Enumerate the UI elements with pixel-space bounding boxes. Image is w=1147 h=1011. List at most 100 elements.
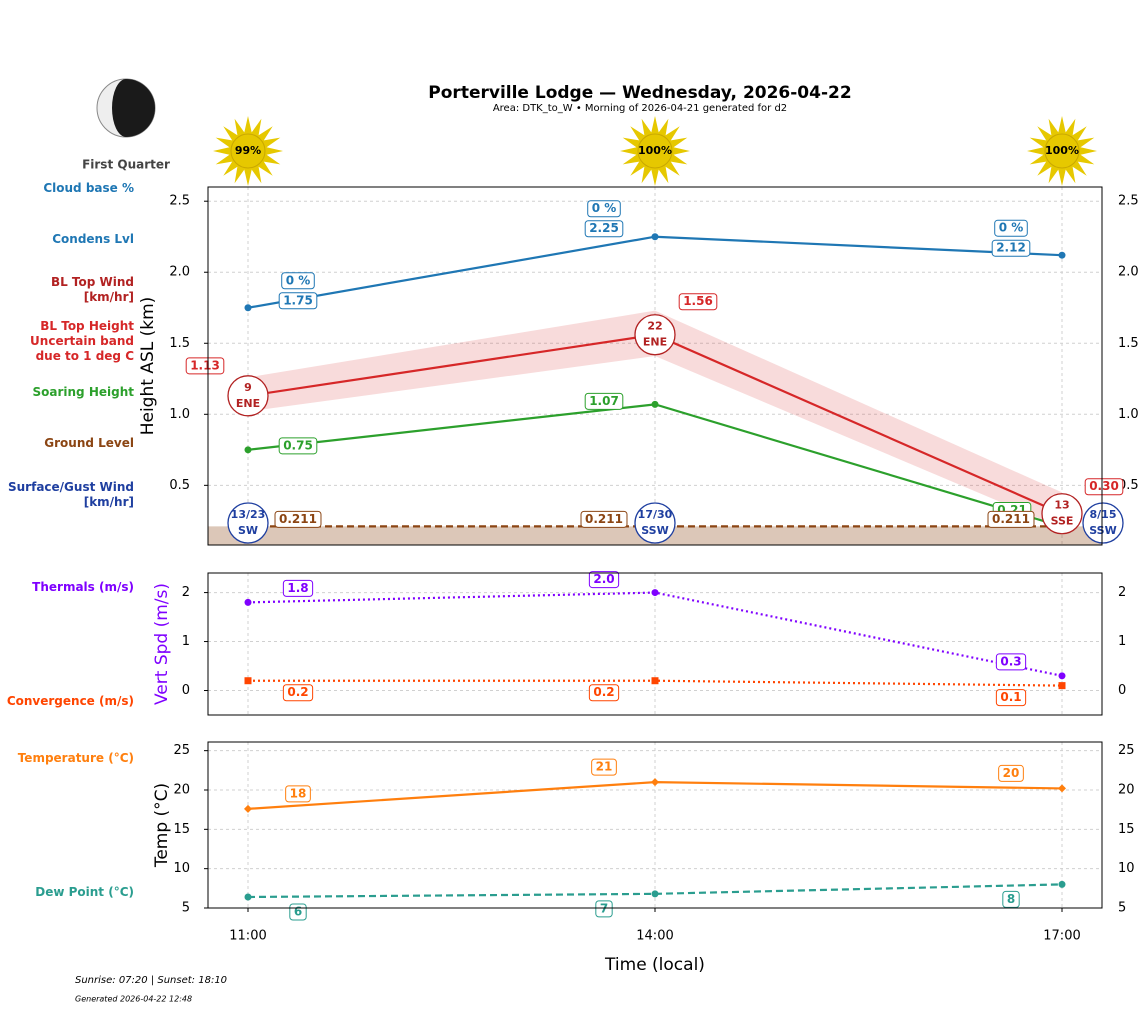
value-label-box bbox=[991, 239, 1031, 257]
wind-direction: ENE bbox=[643, 336, 667, 349]
value-label: 0.30 bbox=[1084, 478, 1124, 496]
value-label-box bbox=[282, 684, 314, 702]
surface-wind-speed: 8/15 bbox=[1090, 508, 1117, 521]
x-tick-label: 17:00 bbox=[1043, 929, 1080, 944]
y-tick-label: 1.5 bbox=[169, 336, 190, 351]
value-label: 20 bbox=[998, 764, 1024, 782]
marker bbox=[244, 677, 252, 685]
surface-wind-speed: 13/23 bbox=[231, 508, 266, 521]
y2-tick-label: 1.0 bbox=[1118, 407, 1139, 422]
value-label: 1.56 bbox=[678, 293, 718, 311]
series-label: BL Top Height bbox=[40, 319, 134, 333]
value-label-box bbox=[588, 571, 620, 589]
y-tick-label: 1.0 bbox=[169, 407, 190, 422]
y2-tick-label: 10 bbox=[1118, 861, 1135, 876]
y-tick-label: 0.5 bbox=[169, 478, 190, 493]
marker bbox=[244, 804, 252, 813]
marker bbox=[244, 893, 252, 901]
value-label-box bbox=[995, 653, 1027, 671]
marker bbox=[651, 400, 659, 408]
value-label: 0.75 bbox=[278, 437, 318, 455]
y2-tick-label: 2 bbox=[1118, 585, 1126, 600]
value-label: 0.2 bbox=[588, 684, 620, 702]
plot-frame bbox=[207, 186, 1103, 546]
value-label: 21 bbox=[596, 760, 613, 774]
marker bbox=[651, 589, 659, 597]
value-label: 21 bbox=[591, 758, 617, 776]
value-label-box bbox=[987, 510, 1035, 528]
series-label: Convergence (m/s) bbox=[6, 694, 134, 708]
wind-direction: ENE bbox=[236, 397, 260, 410]
chart-subtitle: Area: DTK_to_W • Morning of 2026-04-21 g… bbox=[493, 103, 787, 114]
y2-tick-label: 5 bbox=[1118, 901, 1126, 916]
value-label-box bbox=[274, 510, 322, 528]
y2-tick-label: 2.5 bbox=[1118, 194, 1139, 209]
series-label: Condens Lvl bbox=[52, 232, 134, 246]
y2-tick-label: 1.5 bbox=[1118, 336, 1139, 351]
x-axis-label: Time (local) bbox=[604, 955, 705, 975]
wind-speed: 9 bbox=[244, 381, 252, 394]
sun bbox=[1044, 133, 1080, 169]
marker bbox=[1058, 784, 1066, 793]
y-tick-label: 20 bbox=[173, 782, 190, 797]
wind-circle bbox=[227, 375, 269, 417]
surface-wind-direction: SSW bbox=[1089, 524, 1116, 537]
sun bbox=[230, 133, 266, 169]
series-label: Dew Point (°C) bbox=[35, 885, 134, 899]
value-label: 0.211 bbox=[279, 512, 317, 526]
y-tick-label: 2.5 bbox=[169, 194, 190, 209]
y-tick-label: 15 bbox=[173, 822, 190, 837]
sun bbox=[637, 133, 673, 169]
cloud-base-label: 0 % bbox=[281, 272, 315, 290]
sun-label: 99% bbox=[235, 144, 261, 157]
series-label: Thermals (m/s) bbox=[32, 580, 134, 594]
x-tick-label: 11:00 bbox=[229, 929, 266, 944]
value-label: 0.211 bbox=[585, 512, 623, 526]
marker bbox=[651, 890, 659, 898]
surface-wind-circle bbox=[1082, 502, 1124, 544]
value-label-box bbox=[595, 900, 613, 918]
wind-direction: SSE bbox=[1051, 515, 1074, 528]
value-label: 2.0 bbox=[593, 572, 614, 586]
value-label-box bbox=[285, 785, 311, 803]
sun-label: 100% bbox=[638, 144, 672, 157]
cloud-base-label: 0 % bbox=[286, 273, 311, 287]
value-label: 0.211 bbox=[580, 510, 628, 528]
value-label: 1.75 bbox=[283, 293, 313, 307]
cloud-base-label-box bbox=[587, 200, 621, 218]
y2-tick-label: 25 bbox=[1118, 743, 1135, 758]
y2-tick-label: 20 bbox=[1118, 782, 1135, 797]
marker bbox=[244, 304, 252, 312]
value-label-box bbox=[995, 689, 1027, 707]
value-label: 2.25 bbox=[584, 220, 624, 238]
moon-phase: First Quarter bbox=[82, 158, 170, 172]
value-label: 1.56 bbox=[683, 294, 713, 308]
marker bbox=[1058, 251, 1066, 259]
value-label: 0.211 bbox=[992, 512, 1030, 526]
series-label: Cloud base % bbox=[43, 181, 134, 195]
surface-wind-direction: SSW bbox=[641, 524, 668, 537]
value-label: 0.2 bbox=[593, 685, 614, 699]
cloud-base-label-box bbox=[281, 272, 315, 290]
value-label: 2.25 bbox=[589, 221, 619, 235]
value-label: 0.2 bbox=[287, 685, 308, 699]
value-label-box bbox=[278, 292, 318, 310]
wind-circle bbox=[634, 314, 676, 356]
value-label: 0.3 bbox=[1000, 654, 1021, 668]
cloud-base-label: 0 % bbox=[994, 219, 1028, 237]
value-label: 0.211 bbox=[987, 510, 1035, 528]
x-tick-label: 14:00 bbox=[636, 929, 673, 944]
value-label: 0.2 bbox=[282, 684, 314, 702]
value-label: 18 bbox=[290, 786, 307, 800]
cloud-base-label-box bbox=[994, 219, 1028, 237]
series-label: Soaring Height bbox=[32, 385, 135, 399]
value-label-box bbox=[282, 579, 314, 597]
value-label-box bbox=[998, 764, 1024, 782]
value-label-box bbox=[584, 392, 624, 410]
y-tick-label: 5 bbox=[182, 901, 190, 916]
value-label: 6 bbox=[289, 903, 307, 921]
value-label-box bbox=[678, 293, 718, 311]
chart-title: Porterville Lodge — Wednesday, 2026-04-2… bbox=[428, 83, 851, 103]
value-label-box bbox=[185, 357, 225, 375]
y-tick-label: 0 bbox=[182, 683, 190, 698]
